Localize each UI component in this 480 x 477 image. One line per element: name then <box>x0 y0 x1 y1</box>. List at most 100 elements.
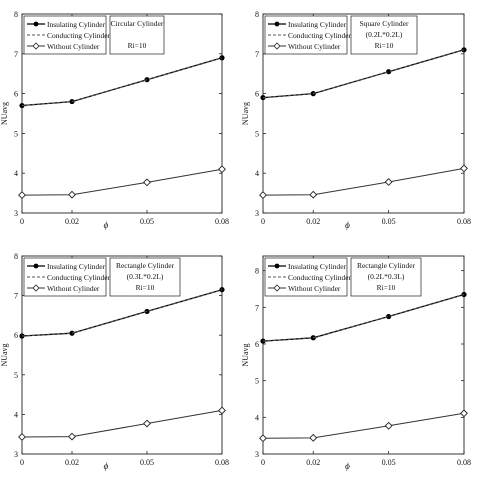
legend-label: Without Cylinder <box>47 42 100 51</box>
y-tick-label: 4 <box>255 169 259 178</box>
x-axis-label: ϕ <box>345 461 350 471</box>
legend-marker <box>274 21 280 27</box>
legend-label: Conducting Cylinder <box>47 31 111 40</box>
legend-label: Conducting Cylinder <box>288 273 352 282</box>
legend-label: Conducting Cylinder <box>288 31 352 40</box>
plot-area <box>21 255 223 455</box>
x-tick-label: 0 <box>20 458 24 467</box>
chart-panel-2: 3 4 5 6 7 8 0 0.02 0.05 0.08 ϕ NUavg Insulating Cyli… <box>241 10 471 230</box>
data-point <box>309 190 318 199</box>
data-point <box>219 55 225 61</box>
x-axis-label: ϕ <box>104 461 109 471</box>
data-point <box>218 165 226 174</box>
x-tick-label: 0.08 <box>457 458 471 467</box>
data-point <box>18 191 26 200</box>
y-tick-label: 7 <box>255 50 259 59</box>
data-point <box>144 308 150 315</box>
chart-panel-1: 3 4 5 6 7 8 0 0.02 0.05 0.08 ϕ NUavg Insulating Cyli… <box>0 10 229 230</box>
data-point <box>143 178 151 187</box>
x-tick-label: 0.05 <box>140 458 154 467</box>
x-tick-label: 0 <box>20 217 24 226</box>
x-tick-label: 0 <box>261 217 265 226</box>
x-tick-label: 0.08 <box>215 458 229 467</box>
data-point <box>144 77 150 83</box>
x-axis-label: ϕ <box>104 220 109 230</box>
data-point <box>143 419 151 428</box>
y-tick-label: 6 <box>255 340 259 349</box>
y-tick-label: 8 <box>255 267 259 276</box>
annotation-text: (0.2L*0.2L) <box>366 30 403 39</box>
y-tick-label: 7 <box>14 50 18 59</box>
series-line-3 <box>262 412 465 439</box>
y-tick-label: 7 <box>255 303 259 312</box>
x-tick-label: 0.02 <box>306 458 320 467</box>
x-tick-label: 0.05 <box>382 217 396 226</box>
series-line-1 <box>262 49 465 99</box>
data-point <box>460 164 468 173</box>
y-tick-label: 4 <box>14 410 18 419</box>
y-tick-label: 3 <box>14 450 18 459</box>
y-axis-label: NUavg <box>241 343 250 366</box>
chart-panel-4: 3 4 5 6 7 8 0 0.02 0.05 0.08 ϕ NUavg Insulating Cyli… <box>241 255 471 471</box>
series-line-2 <box>21 289 223 337</box>
y-axis-label: NUavg <box>0 102 9 125</box>
series-line-3 <box>21 168 223 196</box>
plot-area <box>262 255 465 455</box>
y-tick-label: 3 <box>255 209 259 218</box>
y-axis-label: NUavg <box>241 102 250 125</box>
annotation-text: Circular Cylinder <box>111 19 164 28</box>
x-tick-label: 0.08 <box>215 217 229 226</box>
series-line-2 <box>262 49 465 99</box>
annotation-text: Square Cylinder <box>360 19 409 28</box>
x-tick-label: 0.02 <box>65 458 79 467</box>
x-tick-label: 0.02 <box>306 217 320 226</box>
legend-marker <box>273 284 281 292</box>
data-point <box>309 433 318 442</box>
data-point <box>386 69 392 75</box>
annotation-box <box>350 15 418 55</box>
legend-label: Without Cylinder <box>47 284 100 293</box>
x-tick-label: 0.05 <box>140 217 154 226</box>
x-axis-label: ϕ <box>345 220 350 230</box>
y-tick-label: 4 <box>255 413 259 422</box>
annotation-text: Ri=10 <box>136 283 155 292</box>
data-point <box>218 406 226 415</box>
legend-marker <box>274 263 280 269</box>
y-tick-label: 8 <box>14 252 18 261</box>
annotation-text: Ri=10 <box>128 41 147 50</box>
legend-label: Without Cylinder <box>288 42 341 51</box>
data-point <box>19 102 25 109</box>
legend-label: Without Cylinder <box>288 284 341 293</box>
data-point <box>384 421 393 430</box>
legend-marker <box>33 263 39 269</box>
y-tick-label: 4 <box>14 169 18 178</box>
legend-label: Insulating Cylinder <box>47 20 106 29</box>
plot-area <box>21 13 223 214</box>
plot-area <box>262 13 465 214</box>
data-point <box>460 409 468 418</box>
data-point <box>219 287 225 293</box>
annotation-text: (0.3L*0.2L) <box>127 272 164 281</box>
x-tick-label: 0.05 <box>382 458 396 467</box>
data-point <box>259 191 267 200</box>
series-line-1 <box>21 289 223 337</box>
y-tick-label: 6 <box>255 90 259 99</box>
annotation-text: Ri=10 <box>377 283 396 292</box>
series-line-2 <box>262 294 465 342</box>
legend-marker <box>273 42 281 50</box>
y-tick-label: 5 <box>14 129 18 138</box>
data-point <box>259 434 267 443</box>
annotation-box <box>109 257 181 297</box>
data-point <box>68 432 76 441</box>
data-point <box>68 190 76 199</box>
legend-label: Insulating Cylinder <box>47 262 106 271</box>
legend-marker <box>33 21 39 27</box>
series-line-3 <box>21 409 223 438</box>
legend-marker <box>32 42 40 50</box>
x-tick-label: 0 <box>261 458 265 467</box>
y-tick-label: 5 <box>14 371 18 380</box>
x-tick-label: 0.08 <box>457 217 471 226</box>
annotation-text: Rectangle Cylinder <box>357 261 416 270</box>
x-tick-label: 0.02 <box>65 217 79 226</box>
